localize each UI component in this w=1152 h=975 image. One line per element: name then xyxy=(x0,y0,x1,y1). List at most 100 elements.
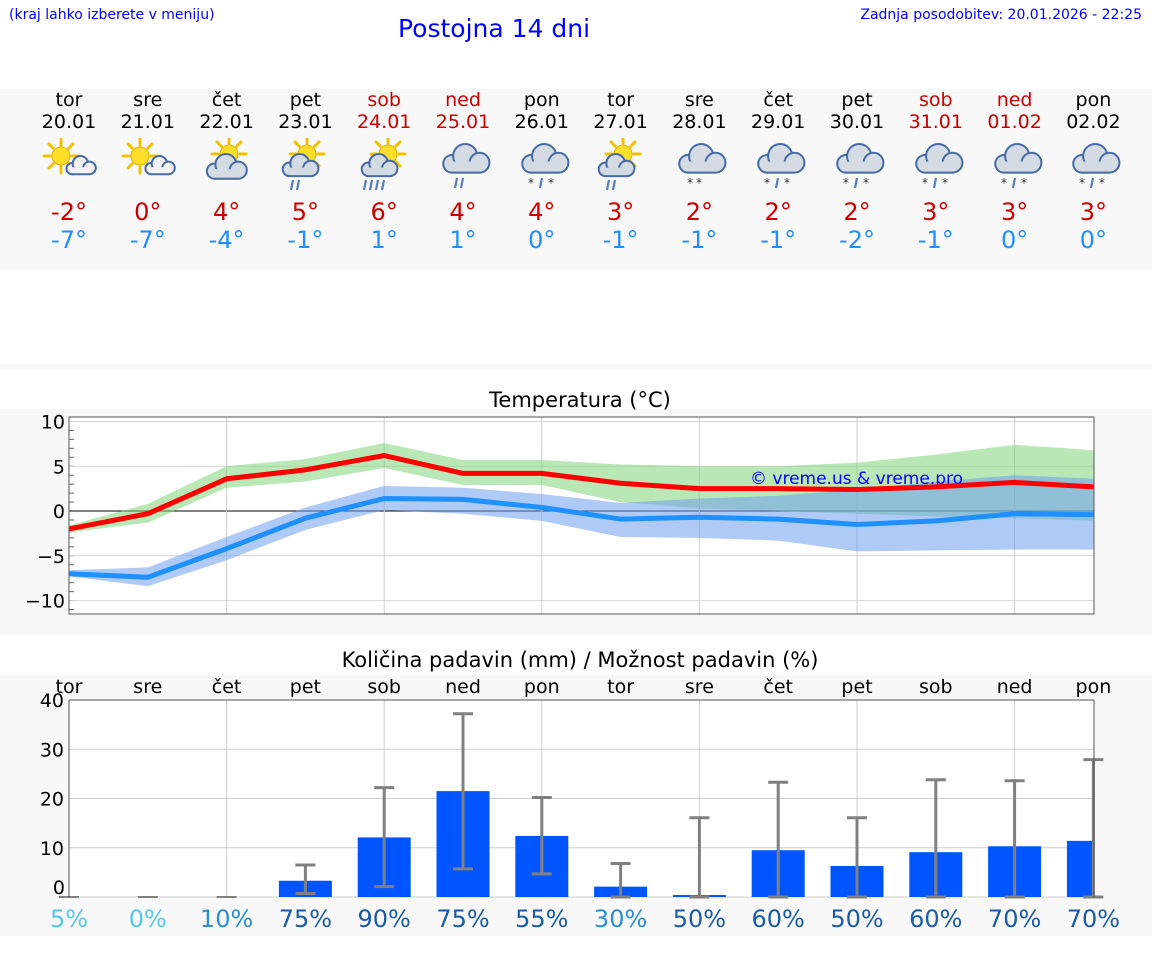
day-name: sre xyxy=(109,89,187,111)
day-name: ned xyxy=(976,89,1054,111)
rain-drop xyxy=(1091,178,1093,188)
cloud-shape xyxy=(680,144,726,173)
temp-max: 4° xyxy=(188,198,266,226)
day-date: 28.01 xyxy=(660,111,738,133)
day-name: čet xyxy=(188,89,266,111)
day-date: 26.01 xyxy=(503,111,581,133)
cloud-shape xyxy=(995,144,1041,173)
day-date: 22.01 xyxy=(188,111,266,133)
temp-max: 4° xyxy=(503,198,581,226)
sun-behind-cloud-icon xyxy=(197,138,257,194)
rain-drop xyxy=(370,180,372,190)
day-name: pon xyxy=(1054,89,1132,111)
day-date: 30.01 xyxy=(818,111,896,133)
rain-drop xyxy=(291,180,293,190)
snow-flake: * xyxy=(1079,176,1085,190)
rain-drop xyxy=(382,180,384,190)
day-date: 27.01 xyxy=(582,111,660,133)
day-date: 24.01 xyxy=(345,111,423,133)
day-name: ned xyxy=(424,89,502,111)
temp-max: -2° xyxy=(30,198,108,226)
temp-min: -7° xyxy=(30,226,108,254)
cloud-shape xyxy=(1074,144,1120,173)
day-name: sob xyxy=(897,89,975,111)
sun-cloud-icon xyxy=(118,138,178,194)
day-name: pon xyxy=(503,89,581,111)
cloud-sleet-icon: * * xyxy=(906,138,966,194)
rain-drop xyxy=(776,178,778,188)
temp-max: 2° xyxy=(660,198,738,226)
temp-max: 3° xyxy=(976,198,1054,226)
sun-rain-icon xyxy=(275,138,335,194)
snow-flake: * xyxy=(696,176,702,190)
day-date: 25.01 xyxy=(424,111,502,133)
day-date: 01.02 xyxy=(976,111,1054,133)
day-name: tor xyxy=(582,89,660,111)
day-date: 31.01 xyxy=(897,111,975,133)
precip-chart-band xyxy=(0,675,1152,936)
cloud-shape xyxy=(758,144,804,173)
last-update: Zadnja posodobitev: 20.01.2026 - 22:25 xyxy=(860,7,1142,23)
snow-flake: * xyxy=(784,176,790,190)
temp-min: -2° xyxy=(818,226,896,254)
sun-cloud-icon xyxy=(39,138,99,194)
rain-drop xyxy=(455,178,457,188)
page-title: Postojna 14 dni xyxy=(398,14,590,43)
temp-min: 0° xyxy=(976,226,1054,254)
temp-min: -4° xyxy=(188,226,266,254)
day-date: 23.01 xyxy=(266,111,344,133)
temp-chart-band xyxy=(0,409,1152,635)
day-name: sre xyxy=(660,89,738,111)
day-name: pet xyxy=(818,89,896,111)
cloud-snow-icon: * * xyxy=(669,138,729,194)
snow-flake: * xyxy=(1021,176,1027,190)
snow-flake: * xyxy=(528,176,534,190)
temp-min: -1° xyxy=(739,226,817,254)
temp-min: -1° xyxy=(660,226,738,254)
cloud-shape xyxy=(66,156,95,174)
rain-drop xyxy=(607,180,609,190)
snow-flake: * xyxy=(1099,176,1105,190)
sun-heavy-rain-icon xyxy=(354,138,414,194)
rain-drop xyxy=(364,180,366,190)
day-name: tor xyxy=(30,89,108,111)
cloud-shape xyxy=(443,144,489,173)
temp-max: 3° xyxy=(897,198,975,226)
cloud-sleet-icon: * * xyxy=(827,138,887,194)
location-menu-hint[interactable]: (kraj lahko izberete v meniju) xyxy=(9,7,215,23)
temp-max: 0° xyxy=(109,198,187,226)
temp-min: 1° xyxy=(345,226,423,254)
snow-flake: * xyxy=(764,176,770,190)
cloud-shape xyxy=(916,144,962,173)
snow-flake: * xyxy=(1001,176,1007,190)
temp-min: -1° xyxy=(266,226,344,254)
temp-max: 5° xyxy=(266,198,344,226)
snow-flake: * xyxy=(843,176,849,190)
temp-min: 0° xyxy=(1054,226,1132,254)
day-name: pet xyxy=(266,89,344,111)
rain-drop xyxy=(613,180,615,190)
cloud-rain-icon xyxy=(433,138,493,194)
snow-flake: * xyxy=(687,176,693,190)
cloud-sleet-icon: * * xyxy=(512,138,572,194)
temp-min: 1° xyxy=(424,226,502,254)
rain-drop xyxy=(540,178,542,188)
cloud-shape xyxy=(837,144,883,173)
cloud-shape xyxy=(206,154,246,179)
snow-flake: * xyxy=(922,176,928,190)
temp-min: 0° xyxy=(503,226,581,254)
temp-chart-title: Temperatura (°C) xyxy=(380,388,780,412)
cloud-sleet-icon: * * xyxy=(748,138,808,194)
day-name: sob xyxy=(345,89,423,111)
rain-drop xyxy=(1013,178,1015,188)
temp-max: 2° xyxy=(818,198,896,226)
cloud-sleet-icon: * * xyxy=(1063,138,1123,194)
rain-drop xyxy=(297,180,299,190)
precip-chart-title: Količina padavin (mm) / Možnost padavin … xyxy=(280,648,880,672)
temp-max: 2° xyxy=(739,198,817,226)
cloud-shape xyxy=(145,156,174,174)
snow-flake: * xyxy=(863,176,869,190)
cloud-shape xyxy=(522,144,568,173)
snow-flake: * xyxy=(942,176,948,190)
rain-drop xyxy=(376,180,378,190)
